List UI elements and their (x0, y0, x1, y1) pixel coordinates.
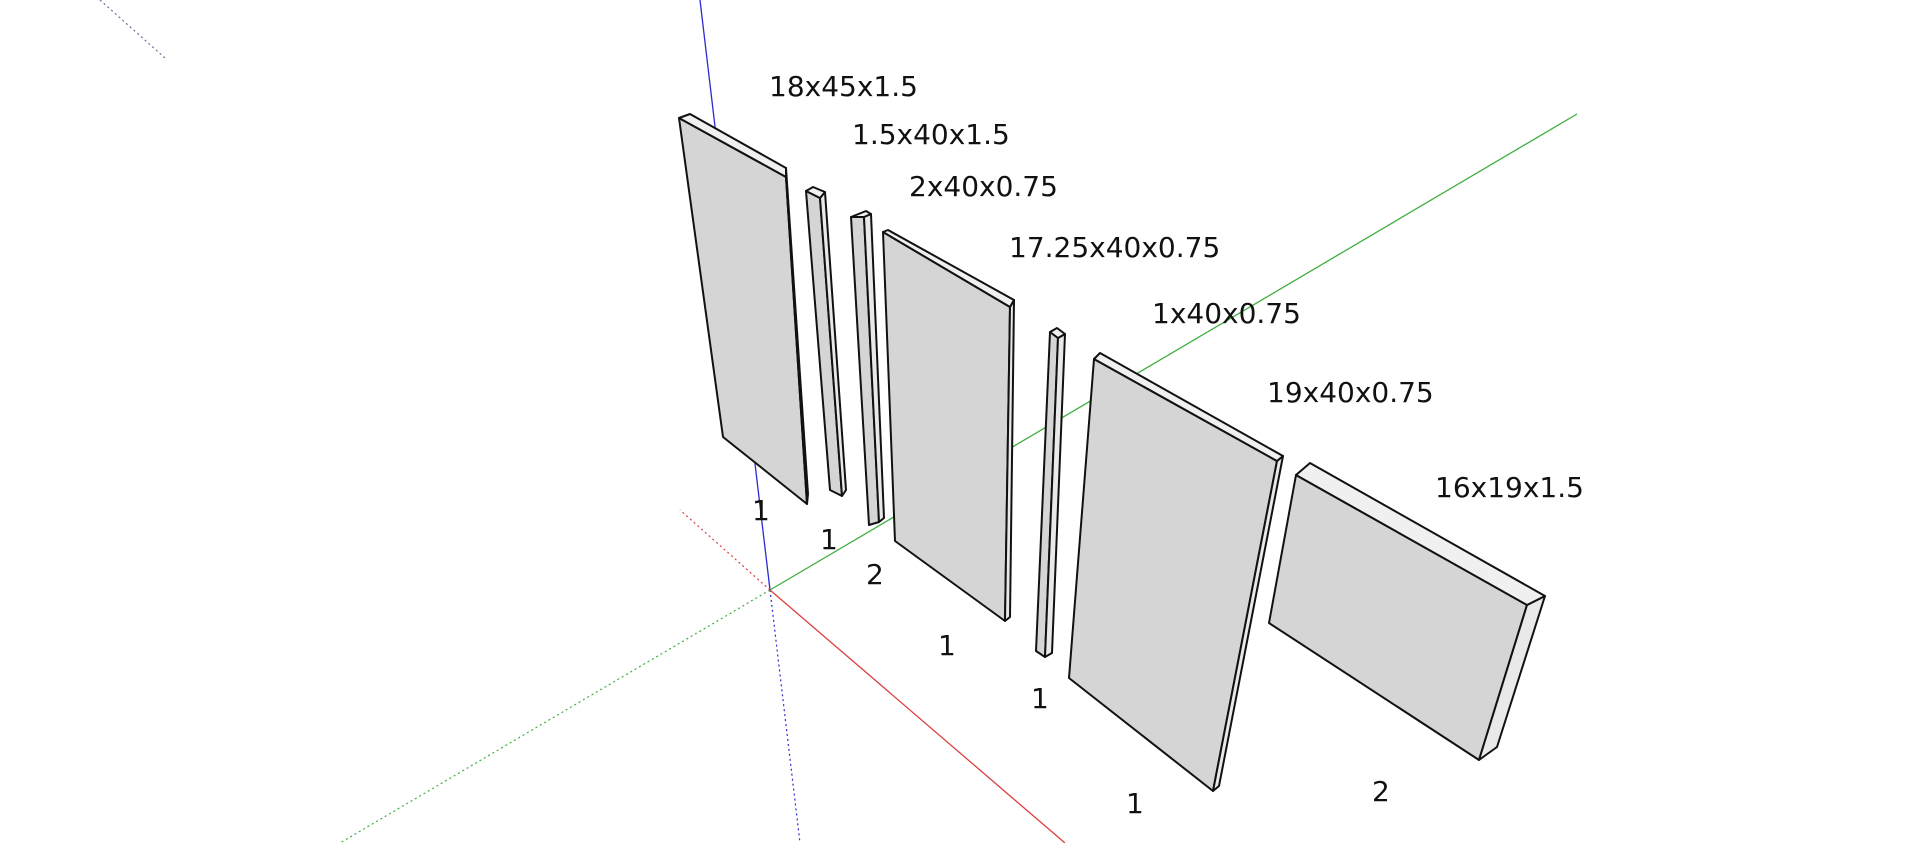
panel-16x19[interactable] (1269, 463, 1545, 760)
dimension-label: 18x45x1.5 (769, 70, 918, 103)
strip-1x40[interactable] (1036, 328, 1065, 657)
dimension-label: 2x40x0.75 (909, 170, 1058, 203)
dimension-label: 16x19x1.5 (1435, 471, 1584, 504)
quantity-label: 2 (1372, 775, 1390, 808)
quantity-label: 2 (866, 558, 884, 591)
guide-dotted-topleft (100, 0, 165, 58)
panel-17.25x40[interactable] (883, 230, 1014, 621)
dimension-label: 19x40x0.75 (1267, 376, 1434, 409)
dimension-label: 1x40x0.75 (1152, 297, 1301, 330)
panel-18x45[interactable] (679, 114, 808, 504)
stile-1.5x40[interactable] (806, 187, 846, 496)
quantity-label: 1 (820, 523, 838, 556)
strip-top-face (851, 211, 871, 217)
dimension-label: 17.25x40x0.75 (1009, 231, 1220, 264)
dimension-label: 1.5x40x1.5 (852, 118, 1010, 151)
quantity-label: 1 (1126, 787, 1144, 820)
panel-19x40[interactable] (1069, 353, 1283, 791)
quantity-label: 1 (938, 629, 956, 662)
red-axis-solid (770, 590, 1065, 843)
panel-1-front-face (679, 118, 807, 504)
panel-6-front-face (1069, 359, 1277, 791)
blue-axis-dotted (770, 590, 800, 843)
green-axis-dotted (340, 590, 770, 843)
strip-2x40[interactable] (851, 211, 884, 525)
quantity-label: 1 (752, 494, 770, 527)
quantity-label: 1 (1031, 682, 1049, 715)
